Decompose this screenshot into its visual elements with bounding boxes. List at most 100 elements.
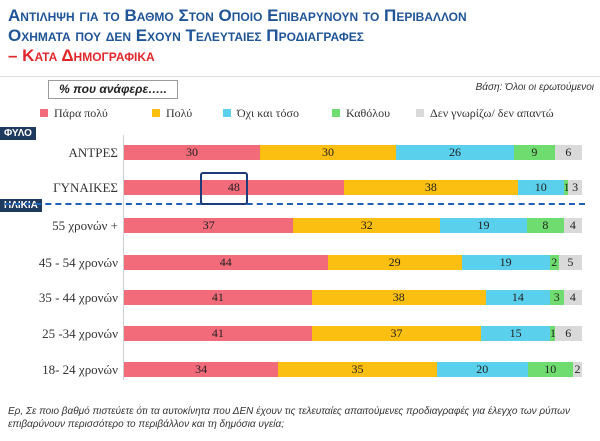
- bar-segment: 30: [260, 145, 397, 160]
- legend-swatch: [223, 109, 231, 117]
- legend-label: Πάρα πολύ: [54, 106, 108, 120]
- data-label: 14: [511, 290, 524, 304]
- data-label: 8: [542, 218, 549, 232]
- data-label: 15: [509, 326, 522, 340]
- legend-label: Δεν γνωρίζω/ δεν απαντώ: [430, 106, 554, 120]
- bar-segment: 37: [311, 326, 482, 341]
- data-label: 32: [360, 218, 373, 232]
- row-label: 18- 24 χρονών: [42, 362, 118, 377]
- title-line-3: – Κατα Δημογραφικα: [8, 46, 155, 65]
- data-label: 3: [553, 290, 560, 304]
- row-label: 25 -34 χρονών: [42, 326, 118, 341]
- data-label: 6: [565, 326, 572, 340]
- data-label: 3: [572, 180, 579, 194]
- bar-segment: 48: [124, 180, 344, 195]
- legend-swatch: [40, 109, 48, 117]
- bar-segment: 34: [124, 362, 279, 377]
- data-label: 2: [574, 362, 581, 376]
- bar-segment: 19: [440, 218, 528, 233]
- data-label: 26: [449, 145, 462, 159]
- bar-segment: 44: [124, 255, 328, 270]
- data-label: 37: [390, 326, 403, 340]
- legend-swatch: [152, 109, 160, 117]
- bar-segment: 4: [563, 290, 582, 305]
- data-label: 4: [569, 290, 576, 304]
- data-label: 29: [388, 255, 401, 269]
- row-label: ΑΝΤΡΕΣ: [68, 145, 118, 160]
- title-line-2: Οχηματα που δεν Εχουν Τελευταιες Προδιαγ…: [8, 26, 364, 45]
- title-line-1: Αντιληψη για το Βαθμο Στον Οποιο Επιβαρυ…: [8, 6, 467, 25]
- bar-segment: 2: [549, 255, 559, 270]
- row-label: 45 - 54 χρονών: [38, 255, 118, 270]
- legend-item: Καθόλου: [332, 106, 390, 121]
- header-divider: [0, 76, 600, 77]
- bar-segment: 35: [278, 362, 437, 377]
- highlight-box: [200, 172, 248, 205]
- bar-segment: 2: [572, 362, 582, 377]
- bar-segment: 15: [481, 326, 550, 341]
- row-label: ΓΥΝΑΙΚΕΣ: [53, 180, 118, 195]
- bar-segment: 5: [558, 255, 582, 270]
- data-label: 34: [195, 362, 208, 376]
- row-label: 55 χρονών +: [52, 218, 118, 233]
- bar-segment: 9: [513, 145, 555, 160]
- data-label: 20: [476, 362, 489, 376]
- data-label: 41: [211, 290, 224, 304]
- data-label: 44: [219, 255, 232, 269]
- data-label: 35: [351, 362, 364, 376]
- data-label: 1: [549, 326, 556, 340]
- data-label: 1: [563, 180, 570, 194]
- bar-segment: 26: [396, 145, 514, 160]
- legend-item: Δεν γνωρίζω/ δεν απαντώ: [416, 106, 554, 121]
- mention-label: % που ανάφερε…..: [48, 80, 178, 99]
- bar-segment: 41: [124, 326, 312, 341]
- bar-segment: 37: [124, 218, 294, 233]
- legend-swatch: [332, 109, 340, 117]
- data-label: 9: [531, 145, 538, 159]
- bar-segment: 1: [549, 326, 556, 341]
- bar-segment: 30: [124, 145, 261, 160]
- legend-item: Πολύ: [152, 106, 192, 121]
- bar-segment: 3: [549, 290, 564, 305]
- data-label: 38: [424, 180, 437, 194]
- legend-item: Πάρα πολύ: [40, 106, 108, 121]
- data-label: 37: [202, 218, 215, 232]
- bar-segment: 10: [527, 362, 573, 377]
- data-label: 30: [322, 145, 335, 159]
- data-label: 2: [551, 255, 558, 269]
- data-label: 19: [477, 218, 490, 232]
- bar-segment: 19: [461, 255, 550, 270]
- bar-segment: 3: [568, 180, 582, 195]
- data-label: 19: [499, 255, 512, 269]
- bar-segment: 4: [563, 218, 582, 233]
- legend-label: Καθόλου: [346, 106, 391, 120]
- data-label: 10: [534, 180, 547, 194]
- bar-segment: 6: [554, 145, 582, 160]
- base-note: Βάση: Όλοι οι ερωτούμενοι: [475, 82, 594, 93]
- bar-segment: 20: [436, 362, 528, 377]
- bar-segment: 41: [124, 290, 312, 305]
- question-footnote: Ερ, Σε ποιο βαθμό πιστεύετε ότι τα αυτοκ…: [8, 406, 570, 430]
- section-gender: ΦΥΛΟ: [0, 127, 36, 140]
- data-label: 10: [544, 362, 557, 376]
- bar-segment: 32: [293, 218, 440, 233]
- chart-title: Αντιληψη για το Βαθμο Στον Οποιο Επιβαρυ…: [8, 6, 598, 66]
- legend-label: Όχι και τόσο: [237, 106, 299, 120]
- legend-item: Όχι και τόσο: [223, 106, 299, 121]
- data-label: 4: [569, 218, 576, 232]
- legend-label: Πολύ: [166, 106, 193, 120]
- bar-segment: 38: [343, 180, 518, 195]
- row-label: 35 - 44 χρονών: [38, 290, 118, 305]
- section-age: ΗΛΙΚΙΑ: [0, 199, 42, 212]
- axis-line: [123, 135, 124, 380]
- bar-segment: 8: [527, 218, 564, 233]
- data-label: 6: [565, 145, 572, 159]
- data-label: 30: [186, 145, 199, 159]
- data-label: 41: [211, 326, 224, 340]
- bar-segment: 1: [563, 180, 570, 195]
- bar-segment: 14: [485, 290, 550, 305]
- data-label: 5: [567, 255, 574, 269]
- bar-segment: 10: [517, 180, 564, 195]
- data-label: 48: [227, 180, 240, 194]
- bar-segment: 38: [311, 290, 486, 305]
